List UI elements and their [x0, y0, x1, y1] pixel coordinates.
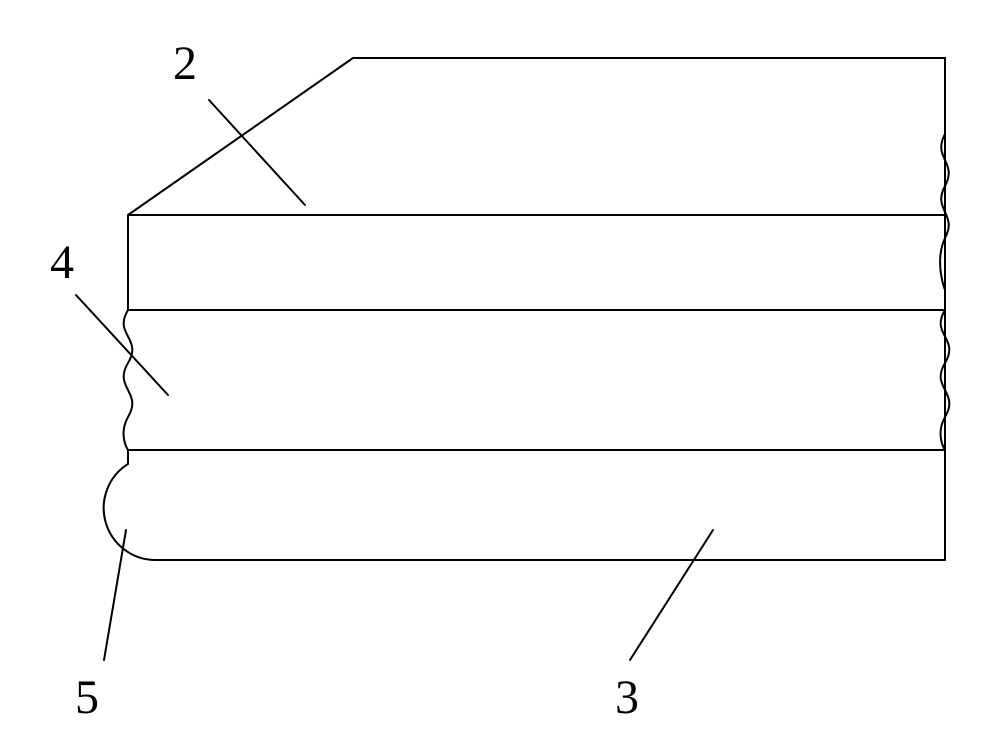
diagram-svg	[0, 0, 1000, 749]
leader-3	[630, 530, 713, 660]
leader-2	[209, 100, 305, 205]
leader-5	[104, 530, 126, 660]
top-slab-front	[128, 215, 945, 310]
label-3: 3	[615, 670, 639, 725]
label-4: 4	[50, 235, 74, 290]
bottom-slab-front	[104, 450, 945, 560]
diagram-stage: 2 4 5 3	[0, 0, 1000, 749]
mid-left-wave	[124, 310, 133, 450]
top-face	[128, 58, 945, 215]
label-2: 2	[173, 36, 197, 91]
label-5: 5	[75, 670, 99, 725]
